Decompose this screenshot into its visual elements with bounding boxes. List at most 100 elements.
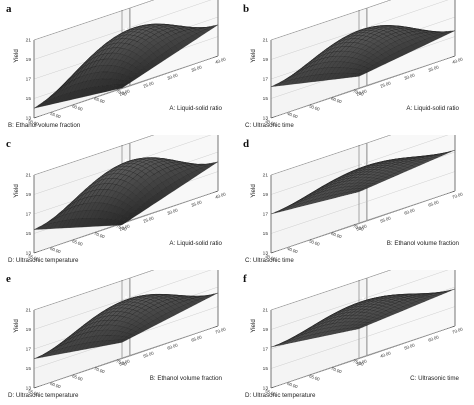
x-axis: 30.00 40.00 50.00 60.00 70.00 C: Ultrasonic t… — [245, 223, 365, 264]
z-tick-label: 13 — [263, 116, 269, 122]
x-tick-label: 60.00 — [72, 103, 84, 112]
panel-letter: e — [6, 273, 11, 285]
x-tick-label: 50.00 — [28, 118, 40, 127]
panel-letter: d — [243, 138, 249, 150]
x-axis: 30.00 40.00 50.00 60.00 70.00 C: Ultrasonic t… — [245, 88, 365, 129]
wall-gridline — [33, 0, 212, 60]
y-tick-label: 60.00 — [404, 207, 416, 216]
y-tick-label: 65.00 — [428, 199, 440, 208]
z-axis: 13 15 17 19 21 Yield — [250, 308, 268, 392]
plot-box — [270, 135, 456, 254]
x-tick-label: 70.00 — [353, 88, 365, 97]
y-tick-label: 30.00 — [167, 207, 179, 216]
surface-facet — [117, 339, 127, 344]
z-tick-label: 21 — [26, 38, 32, 44]
x-tick-label: 60.00 — [331, 96, 343, 105]
wall-gridline — [270, 270, 392, 311]
y-tick-label: 70.00 — [452, 191, 464, 200]
plot-floor — [270, 55, 456, 119]
z-axis-title: Yield — [250, 184, 257, 198]
y-tick-label: 40.00 — [215, 191, 227, 200]
wall-gridline — [33, 270, 212, 330]
x-tick-label: 70.00 — [116, 88, 128, 97]
floor-gridline — [274, 354, 371, 387]
z-tick-label: 17 — [263, 77, 269, 83]
panel-c: 13 15 17 19 21 Yield 55.00 60.00 65.00 70.00 75.00… — [0, 135, 237, 270]
x-tick-label: 65.00 — [72, 373, 84, 382]
x-tick-label: 70.00 — [94, 231, 106, 240]
y-tick-label: 40.00 — [215, 56, 227, 65]
floor-gridline — [125, 327, 215, 358]
panel-letter: b — [243, 3, 249, 15]
floor-gridline — [362, 327, 452, 358]
surface-facet — [117, 84, 127, 90]
y-axis: 50.00 55.00 60.00 65.00 70.00 B: Ethanol volu… — [356, 191, 464, 247]
z-tick-label: 19 — [263, 57, 269, 63]
design-point — [361, 25, 365, 29]
design-point — [124, 27, 128, 31]
surface-facet — [354, 189, 364, 193]
floor-gridline — [37, 84, 134, 117]
wall-gridline — [270, 0, 392, 41]
x-axis-title: C: Ultrasonic time — [245, 122, 294, 129]
surface-facet — [117, 221, 127, 226]
wall-gridline — [270, 135, 449, 195]
x-tick-label: 60.00 — [331, 231, 343, 240]
y-tick-label: 70.00 — [215, 326, 227, 335]
wall-gridline — [33, 0, 155, 41]
z-tick-label: 21 — [263, 308, 269, 314]
z-tick-label: 15 — [26, 231, 32, 237]
y-tick-label: 50.00 — [356, 223, 368, 232]
y-tick-label: 35.00 — [191, 199, 203, 208]
x-tick-label: 50.00 — [309, 238, 321, 247]
z-tick-label: 15 — [263, 231, 269, 237]
y-tick-label: 30.00 — [356, 358, 368, 367]
y-axis: 30.00 40.00 50.00 60.00 70.00 C: Ultrasonic t… — [356, 326, 464, 382]
design-point — [361, 162, 365, 166]
y-tick-label: 25.00 — [143, 80, 155, 89]
z-tick-label: 19 — [26, 57, 32, 63]
floor-gridline — [362, 57, 452, 88]
x-tick-label: 75.00 — [116, 358, 128, 367]
surface-facet — [354, 326, 364, 330]
z-tick-label: 13 — [26, 251, 32, 257]
surface-plot-e: 13 15 17 19 21 Yield 55.00 60.00 65.00 70.00 75.00… — [6, 270, 227, 399]
x-axis-title: C: Ultrasonic time — [245, 257, 294, 264]
z-tick-label: 17 — [26, 212, 32, 218]
floor-gridline — [362, 192, 452, 223]
response-surface — [270, 25, 456, 87]
z-tick-label: 19 — [26, 327, 32, 333]
z-tick-label: 17 — [263, 347, 269, 353]
z-axis: 13 15 17 19 21 Yield — [13, 173, 31, 257]
y-tick-label: 50.00 — [119, 358, 131, 367]
y-axis: 50.00 55.00 60.00 65.00 70.00 B: Ethanol volu… — [119, 326, 227, 382]
z-tick-label: 21 — [263, 173, 269, 179]
x-tick-label: 75.00 — [116, 223, 128, 232]
plot-floor — [33, 325, 219, 389]
x-axis-title: D: Ultrasonic temperature — [8, 392, 79, 399]
x-tick-label: 40.00 — [287, 246, 299, 255]
floor-gridline — [274, 219, 371, 252]
z-axis-title: Yield — [250, 49, 257, 63]
z-axis-title: Yield — [13, 184, 20, 198]
y-tick-label: 25.00 — [143, 215, 155, 224]
x-tick-label: 50.00 — [309, 103, 321, 112]
x-axis: 50.00 55.00 60.00 65.00 70.00 B: Ethanol volu… — [8, 88, 128, 129]
response-surface — [33, 292, 219, 359]
y-tick-label: 65.00 — [191, 334, 203, 343]
z-axis: 13 15 17 19 21 Yield — [250, 38, 268, 122]
x-tick-label: 65.00 — [72, 238, 84, 247]
surface-facet — [354, 73, 364, 77]
surface-plot-c: 13 15 17 19 21 Yield 55.00 60.00 65.00 70.00 75.00… — [6, 135, 227, 264]
z-axis: 13 15 17 19 21 Yield — [250, 173, 268, 257]
y-axis: 20.00 25.00 30.00 35.00 40.00 A: Liquid-solid… — [119, 191, 227, 247]
x-tick-label: 65.00 — [94, 96, 106, 105]
z-axis-title: Yield — [13, 319, 20, 333]
floor-gridline — [125, 57, 215, 88]
x-axis-title: D: Ultrasonic temperature — [245, 392, 316, 399]
y-tick-label: 60.00 — [167, 342, 179, 351]
y-axis-title: C: Ultrasonic time — [410, 375, 459, 382]
z-tick-label: 17 — [26, 77, 32, 83]
x-tick-label: 40.00 — [287, 111, 299, 120]
